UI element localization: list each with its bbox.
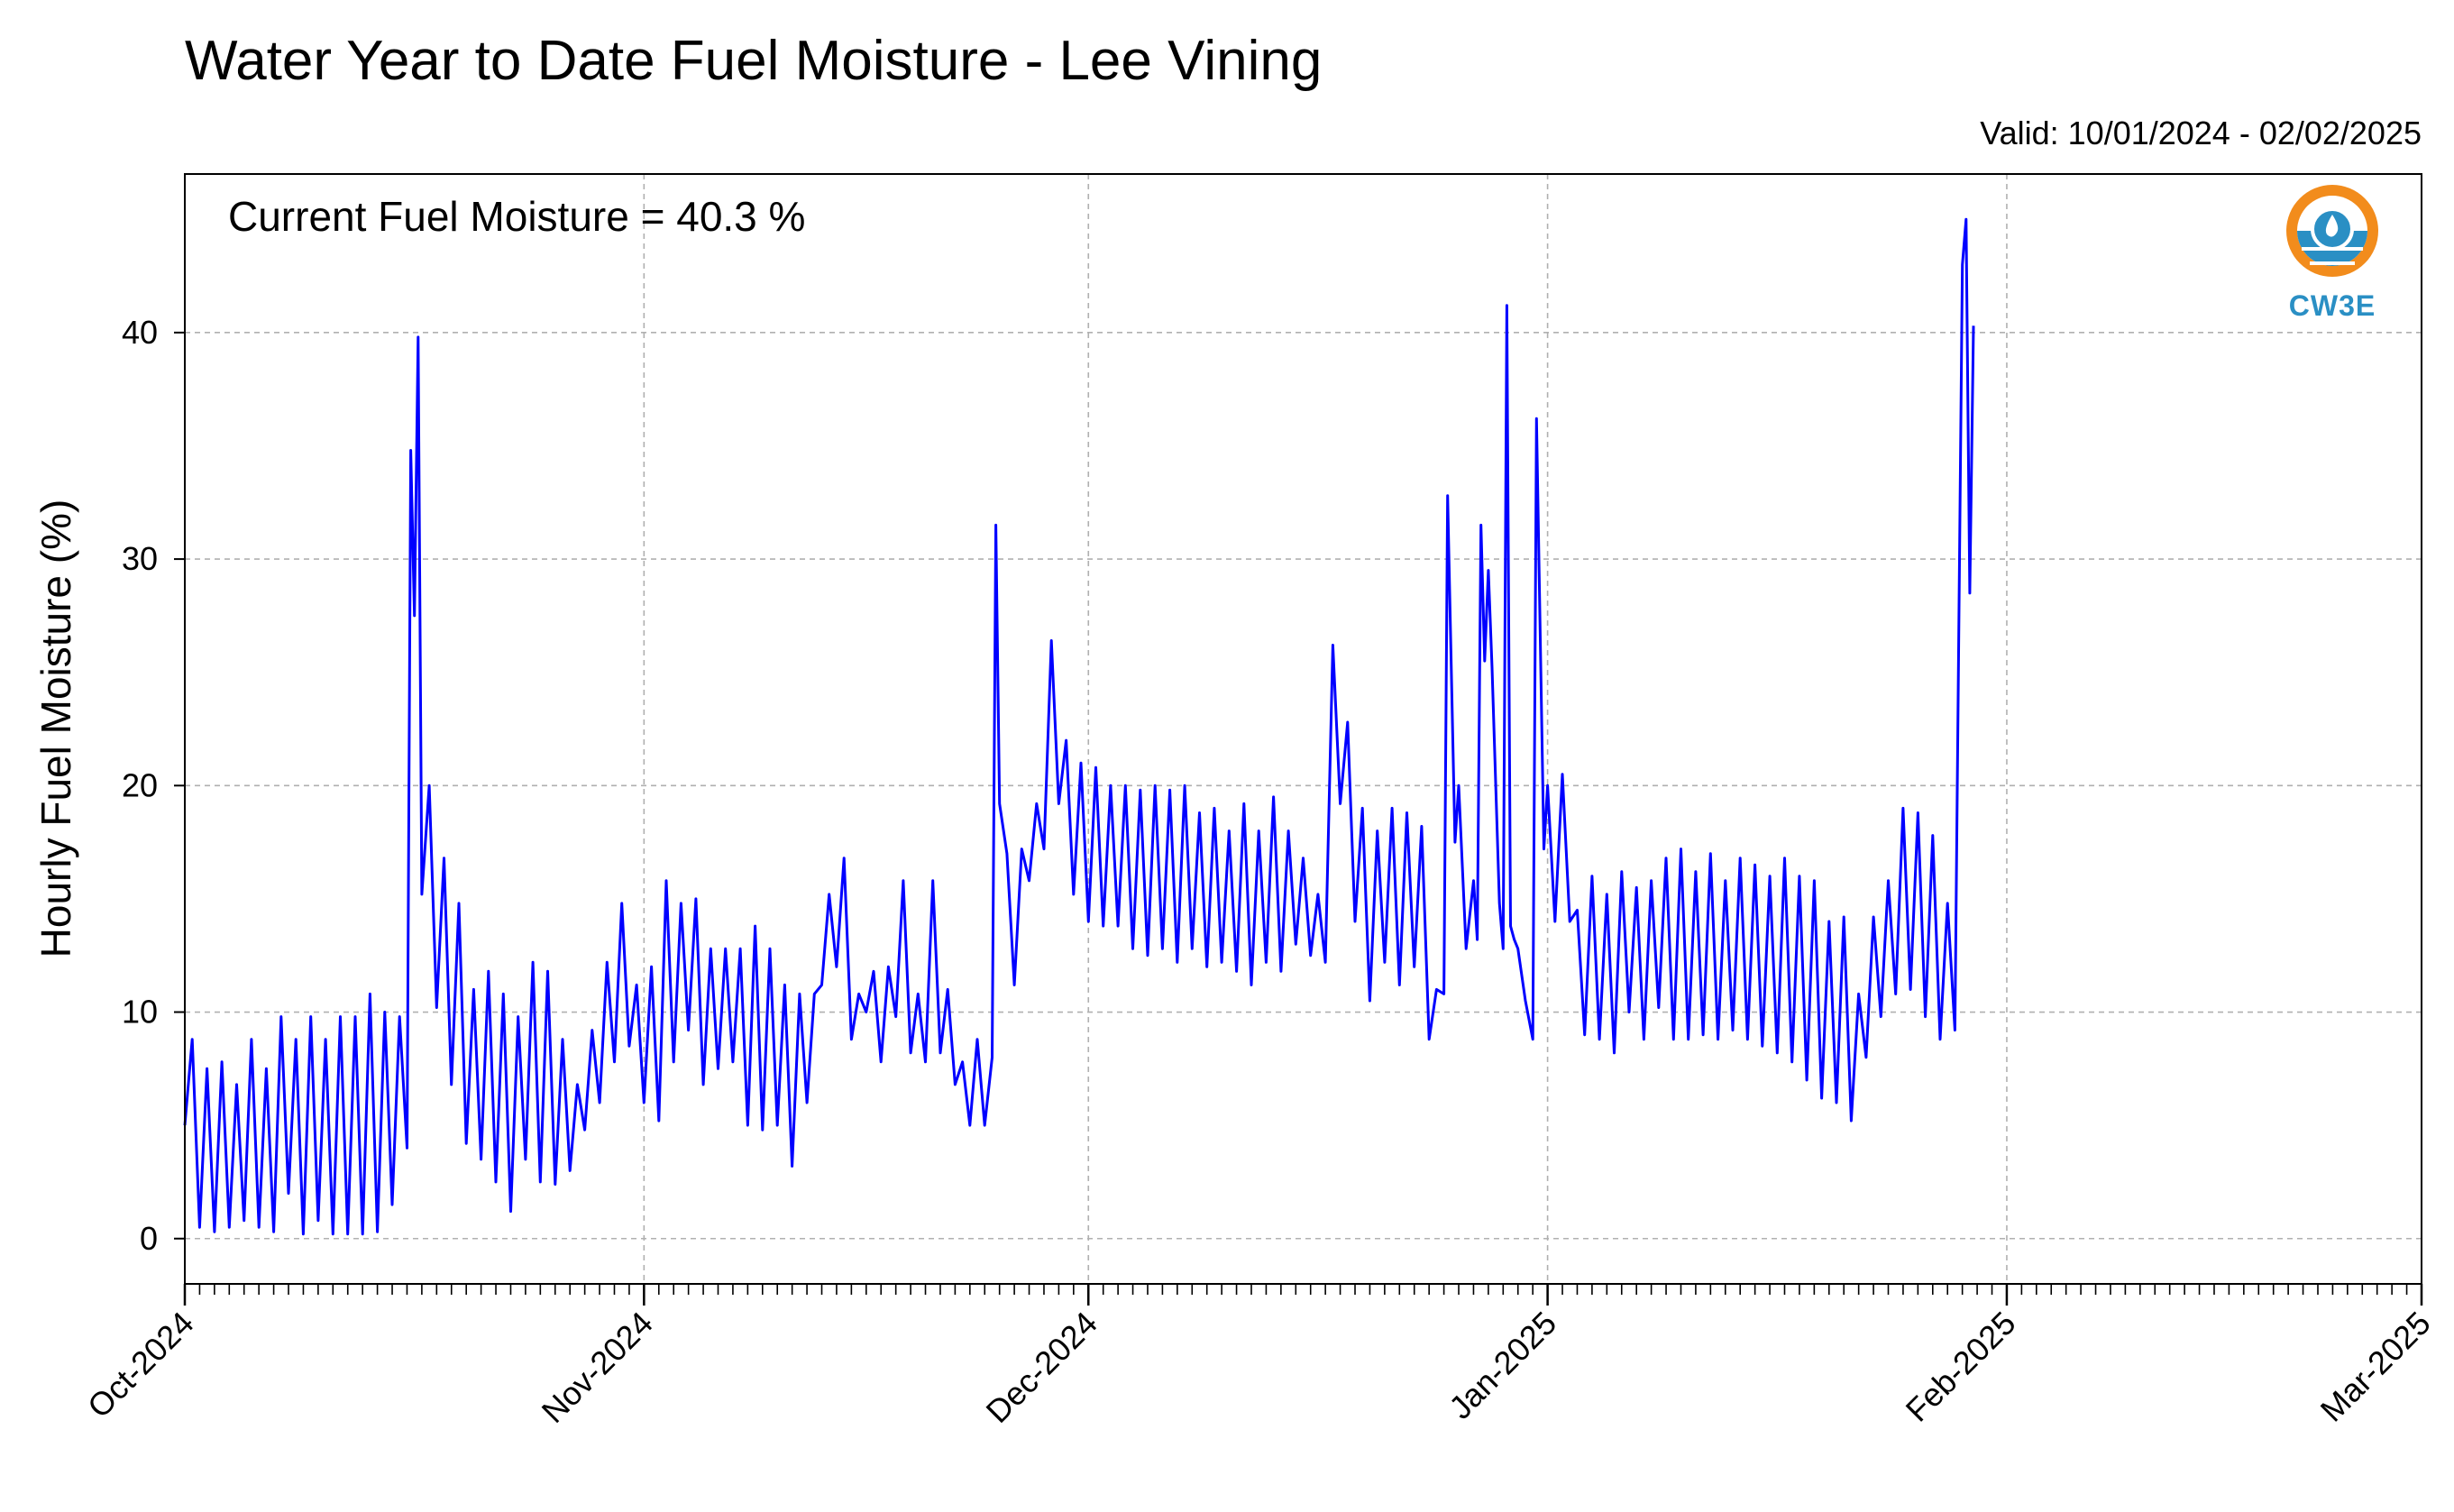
current-fuel-moisture-annotation: Current Fuel Moisture = 40.3 % bbox=[228, 193, 805, 240]
valid-date-range: Valid: 10/01/2024 - 02/02/2025 bbox=[1980, 115, 2422, 151]
y-tick-label: 20 bbox=[122, 766, 158, 803]
plot-frame bbox=[184, 173, 2422, 1285]
cw3e-logo: CW3E bbox=[2286, 185, 2378, 322]
y-tick-label: 30 bbox=[122, 540, 158, 577]
y-tick-label: 0 bbox=[140, 1220, 158, 1257]
y-tick-label: 10 bbox=[122, 994, 158, 1031]
cw3e-logo-text: CW3E bbox=[2289, 289, 2376, 322]
plot-area bbox=[183, 217, 1975, 1236]
y-axis-label: Hourly Fuel Moisture (%) bbox=[32, 499, 79, 958]
chart-title: Water Year to Date Fuel Moisture - Lee V… bbox=[185, 30, 1322, 92]
cw3e-drop-icon bbox=[2286, 185, 2378, 277]
fuel-moisture-series-line bbox=[183, 217, 1975, 1236]
y-tick-label: 40 bbox=[122, 314, 158, 351]
